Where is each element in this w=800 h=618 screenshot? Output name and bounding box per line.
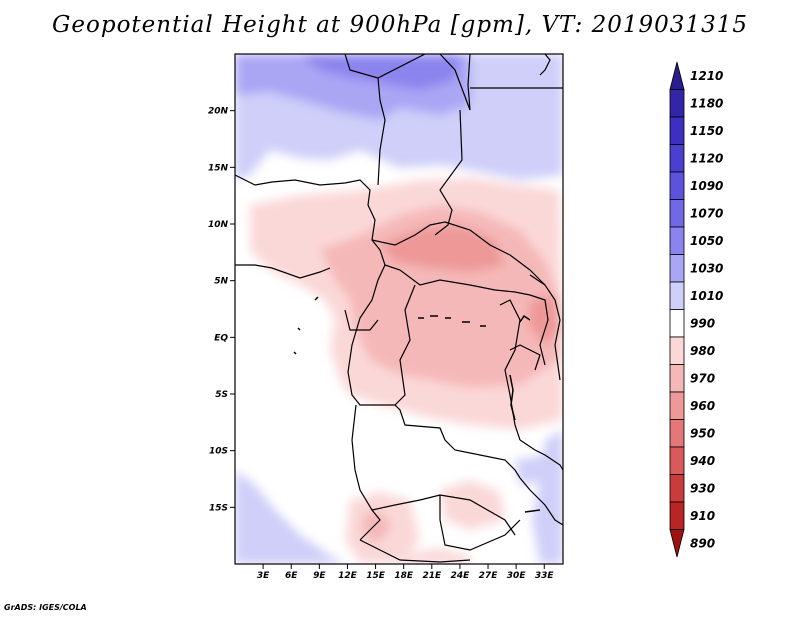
colorbar-label: 930	[690, 481, 715, 495]
colorbar: 1210 1180 1150 1120 1090 1070 1050 1030 1010 990 9…	[669, 61, 723, 558]
lat-tick-label: 20N	[208, 107, 229, 117]
longitude-axis: 3E 6E 9E 12E 15E 18E 21E 24E 27E 30E 33E	[257, 564, 555, 581]
colorbar-swatch	[669, 309, 685, 338]
lon-tick-label: 12E	[338, 571, 358, 581]
lon-tick-label: 33E	[535, 571, 555, 581]
colorbar-label: 960	[690, 399, 715, 413]
colorbar-swatch	[669, 364, 685, 393]
colorbar-swatch	[669, 89, 685, 118]
colorbar-label: 1070	[690, 206, 723, 220]
colorbar-label: 940	[690, 454, 715, 468]
lakes	[293, 296, 541, 513]
colorbar-swatch	[669, 446, 685, 475]
colorbar-label: 890	[690, 536, 715, 550]
colorbar-swatch	[669, 226, 685, 255]
colorbar-swatch	[669, 254, 685, 283]
colorbar-swatch	[669, 171, 685, 200]
colorbar-label: 980	[690, 344, 715, 358]
colorbar-swatch	[669, 391, 685, 420]
colorbar-swatch	[669, 144, 685, 173]
colorbar-label: 970	[690, 371, 715, 385]
lat-tick-label: 10N	[208, 220, 229, 230]
lon-tick-label: 21E	[422, 571, 442, 581]
colorbar-label: 1150	[690, 124, 723, 138]
colorbar-label: 1010	[690, 289, 723, 303]
lon-tick-label: 18E	[394, 571, 414, 581]
colorbar-swatch	[669, 474, 685, 503]
grads-credit: GrADS: IGES/COLA	[4, 603, 87, 612]
colorbar-swatch	[669, 281, 685, 310]
lat-tick-label: 10S	[209, 447, 228, 457]
lat-tick-label: EQ	[214, 333, 228, 343]
colorbar-label: 990	[690, 316, 715, 330]
colorbar-swatch	[669, 501, 685, 530]
lon-tick-label: 15E	[366, 571, 386, 581]
colorbar-label: 1210	[690, 69, 723, 83]
colorbar-swatch	[669, 529, 685, 558]
colorbar-swatch	[669, 419, 685, 448]
colorbar-label: 1120	[690, 151, 723, 165]
lon-tick-label: 6E	[285, 571, 298, 581]
lat-tick-label: 15N	[208, 163, 229, 173]
latitude-axis: 20N 15N 10N 5N EQ 5S 10S 15S	[208, 107, 235, 513]
colorbar-swatch	[669, 336, 685, 365]
country-borders	[235, 54, 563, 563]
colorbar-swatch	[669, 116, 685, 145]
lon-tick-label: 3E	[257, 571, 270, 581]
colorbar-label: 910	[690, 509, 715, 523]
lon-tick-label: 30E	[507, 571, 527, 581]
colorbar-label: 1180	[690, 96, 723, 110]
colorbar-swatch	[669, 61, 685, 90]
height-field	[235, 54, 563, 564]
lon-tick-label: 24E	[451, 571, 471, 581]
colorbar-label: 1030	[690, 261, 723, 275]
map-title: Geopotential Height at 900hPa [gpm], VT:…	[52, 12, 748, 38]
lat-tick-label: 15S	[209, 503, 228, 513]
colorbar-swatch	[669, 199, 685, 228]
colorbar-label: 950	[690, 426, 715, 440]
colorbar-label: 1090	[690, 179, 723, 193]
lat-tick-label: 5S	[215, 390, 228, 400]
colorbar-label: 1050	[690, 234, 723, 248]
lon-tick-label: 9E	[313, 571, 326, 581]
lat-tick-label: 5N	[214, 277, 228, 287]
lon-tick-label: 27E	[479, 571, 499, 581]
plot-frame	[234, 53, 564, 565]
